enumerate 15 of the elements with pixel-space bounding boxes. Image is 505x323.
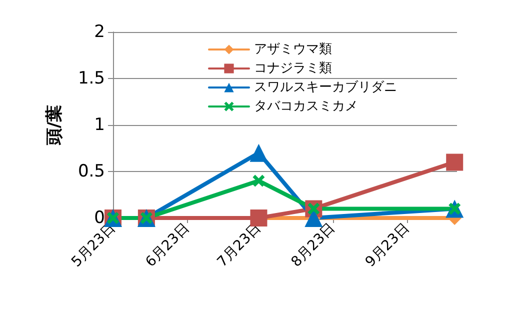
y-tick-label: 2 <box>94 22 105 42</box>
legend-label: タバコカスミカメ <box>254 99 358 114</box>
x-tick-label: 6月23日 <box>142 220 193 270</box>
point <box>446 154 464 171</box>
x-tick-label: 8月23日 <box>288 220 338 270</box>
legend-label: スワルスキーカブリダニ <box>254 80 397 95</box>
legend-label: コナジラミ類 <box>254 61 332 76</box>
point <box>250 144 268 162</box>
point <box>252 174 265 187</box>
y-tick-label: 0.5 <box>78 162 105 182</box>
y-axis-title: 頭/葉 <box>44 104 64 146</box>
y-tick-label: 1 <box>94 115 105 135</box>
x-tick-label: 9月23日 <box>362 220 412 270</box>
y-tick-label: 1.5 <box>78 68 105 88</box>
legend-label: アザミウマ類 <box>254 42 332 57</box>
